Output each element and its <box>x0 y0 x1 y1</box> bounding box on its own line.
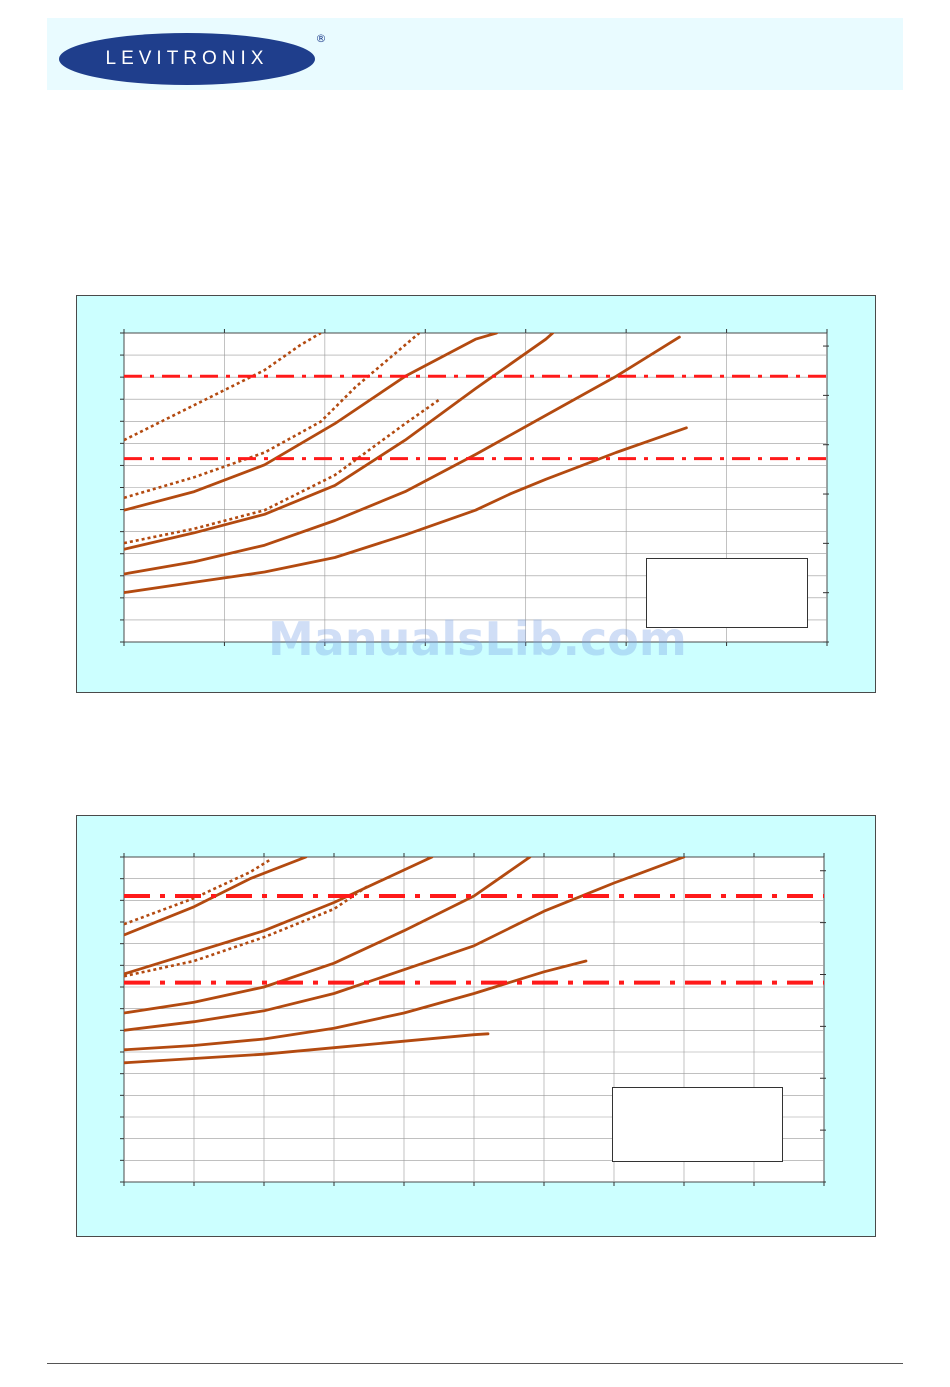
logo-registered-mark: ® <box>316 32 327 45</box>
series-line-1 <box>124 426 688 594</box>
header-band: LEVITRONIX ® <box>47 18 903 90</box>
legend-box-2 <box>612 1087 783 1162</box>
legend-box-1 <box>646 558 808 628</box>
logo-text: LEVITRONIX <box>106 48 269 69</box>
series-line-2 <box>124 335 681 576</box>
series-line-7 <box>124 884 370 978</box>
chart-panel-2 <box>76 815 876 1237</box>
series-line-1 <box>124 1032 490 1065</box>
levitronix-logo: LEVITRONIX ® <box>59 32 327 85</box>
series-line-4 <box>124 333 498 512</box>
series-line-4 <box>124 857 532 1015</box>
series-line-6 <box>124 333 421 500</box>
watermark: ManualsLib.com <box>268 612 687 666</box>
chart-panel-1 <box>76 295 876 693</box>
series-line-5 <box>124 857 434 976</box>
logo-ellipse <box>59 33 315 85</box>
series-line-7 <box>124 333 322 442</box>
footer-rule <box>47 1363 903 1364</box>
pump-curve-chart-2 <box>120 853 826 1186</box>
series-line-3 <box>124 333 555 551</box>
series-line-2 <box>124 959 588 1052</box>
series-line-8 <box>124 858 272 926</box>
series-line-3 <box>124 857 686 1032</box>
series-line-6 <box>124 857 308 937</box>
